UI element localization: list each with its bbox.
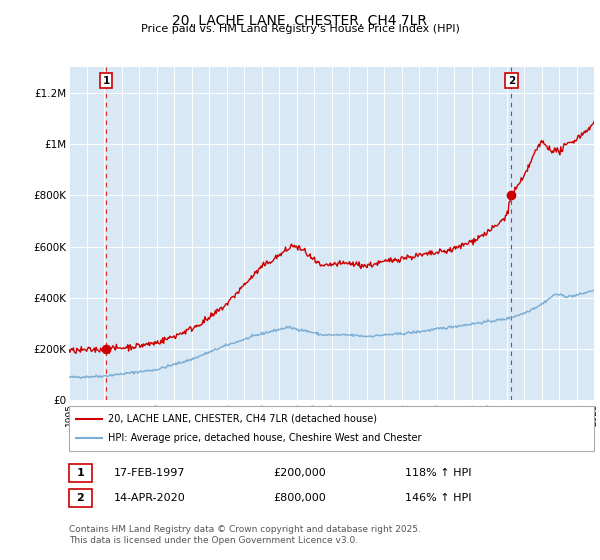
- Text: £200,000: £200,000: [273, 468, 326, 478]
- Text: 20, LACHE LANE, CHESTER, CH4 7LR (detached house): 20, LACHE LANE, CHESTER, CH4 7LR (detach…: [108, 413, 377, 423]
- Text: 2: 2: [508, 76, 515, 86]
- Text: Price paid vs. HM Land Registry's House Price Index (HPI): Price paid vs. HM Land Registry's House …: [140, 24, 460, 34]
- Text: 17-FEB-1997: 17-FEB-1997: [114, 468, 185, 478]
- Text: 20, LACHE LANE, CHESTER, CH4 7LR: 20, LACHE LANE, CHESTER, CH4 7LR: [173, 14, 427, 28]
- Text: 146% ↑ HPI: 146% ↑ HPI: [405, 493, 472, 503]
- Text: 118% ↑ HPI: 118% ↑ HPI: [405, 468, 472, 478]
- Text: 1: 1: [77, 468, 84, 478]
- Text: £800,000: £800,000: [273, 493, 326, 503]
- Text: Contains HM Land Registry data © Crown copyright and database right 2025.
This d: Contains HM Land Registry data © Crown c…: [69, 525, 421, 545]
- Text: 1: 1: [103, 76, 110, 86]
- Text: 14-APR-2020: 14-APR-2020: [114, 493, 186, 503]
- Text: 2: 2: [77, 493, 84, 503]
- Text: HPI: Average price, detached house, Cheshire West and Chester: HPI: Average price, detached house, Ches…: [108, 433, 421, 444]
